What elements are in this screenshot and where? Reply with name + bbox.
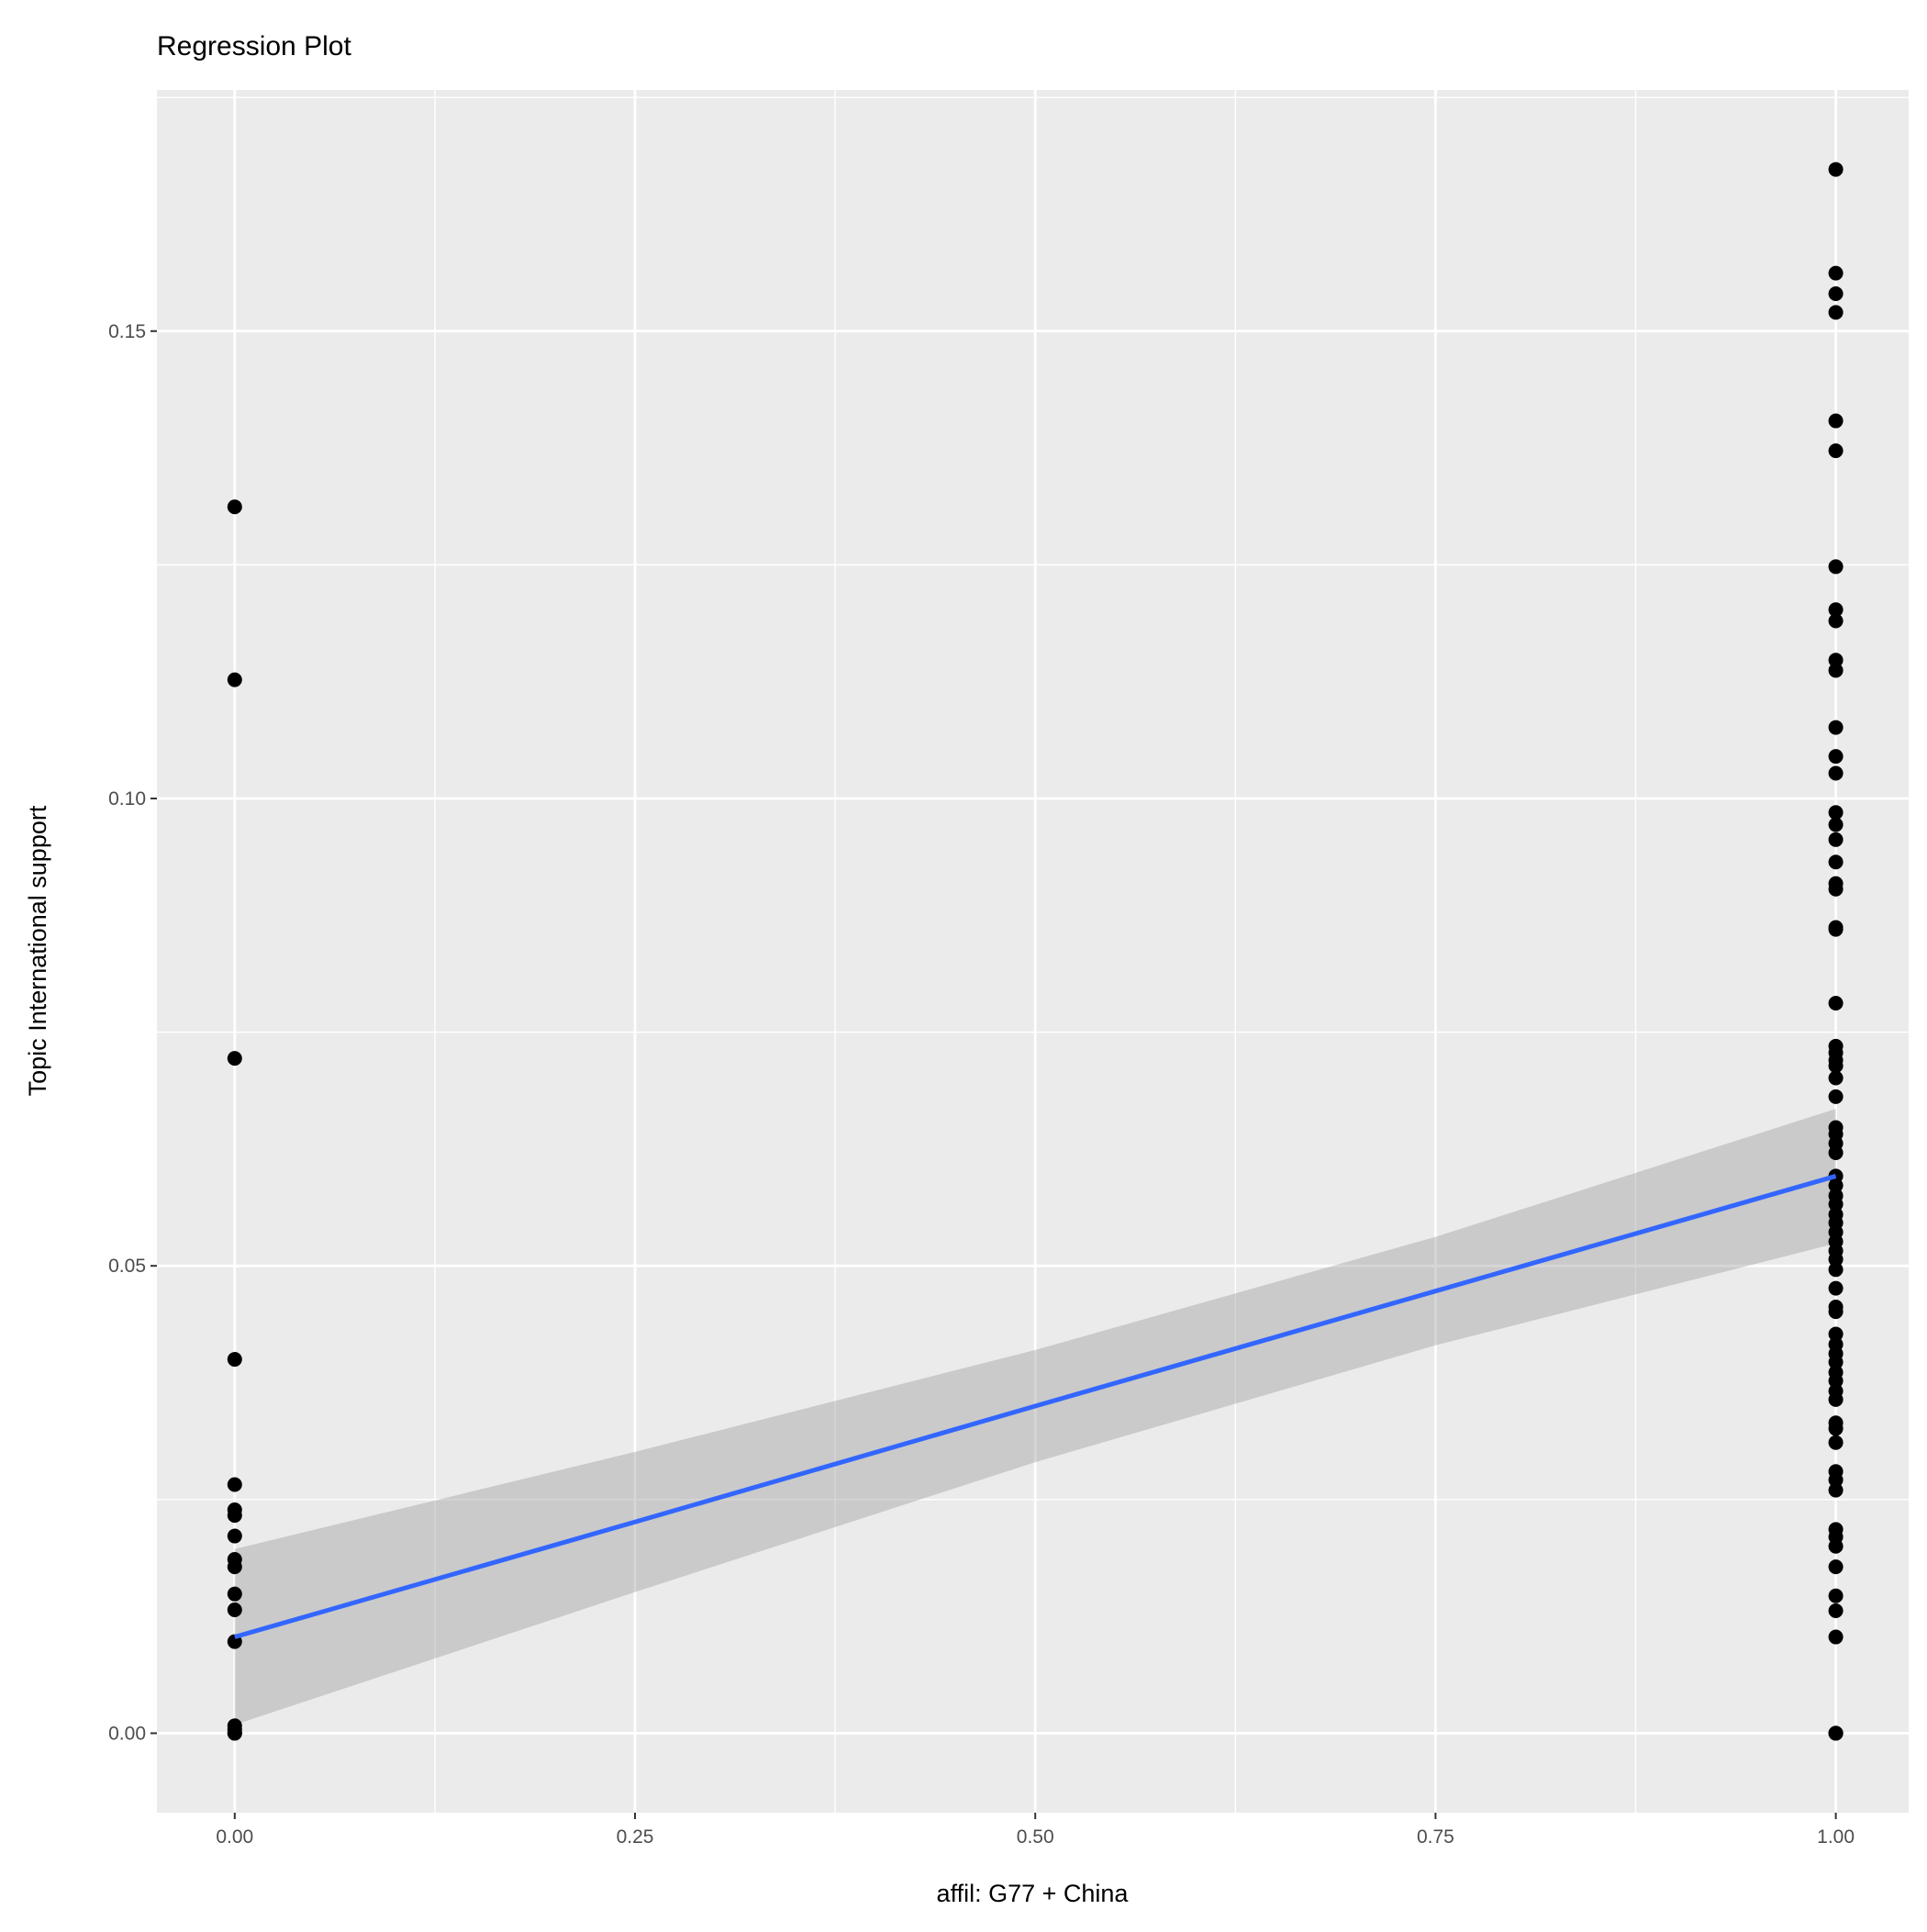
data-point	[1828, 1326, 1843, 1342]
data-point	[1828, 1178, 1843, 1193]
data-point	[1828, 881, 1843, 897]
y-axis-title: Topic International support	[24, 805, 51, 1096]
data-point	[1828, 749, 1843, 765]
data-point	[227, 1602, 242, 1617]
x-axis-title: affil: G77 + China	[937, 1880, 1130, 1907]
grid-lines	[157, 90, 1909, 1813]
data-point	[227, 499, 242, 515]
chart-title: Regression Plot	[157, 31, 351, 61]
data-point	[1828, 1559, 1843, 1575]
data-point	[1828, 1355, 1843, 1370]
data-point	[1828, 602, 1843, 618]
data-point	[1828, 1472, 1843, 1488]
data-point	[227, 1725, 242, 1741]
data-point	[227, 672, 242, 687]
y-tick-label: 0.15	[108, 321, 146, 342]
data-point	[1828, 1280, 1843, 1296]
data-point	[1828, 1538, 1843, 1554]
data-point	[1828, 1262, 1843, 1278]
x-tick-label: 0.50	[1017, 1826, 1054, 1848]
data-point	[1828, 162, 1843, 177]
data-point	[1828, 1629, 1843, 1645]
axes: 0.00 0.25 0.50 0.75 1.00 0.00 0.05 0.10 0.15	[108, 321, 1855, 1848]
data-point	[1828, 1603, 1843, 1619]
data-point	[1828, 559, 1843, 575]
data-point	[1828, 1070, 1843, 1086]
regression-line-group	[234, 1174, 1837, 1639]
data-point	[1828, 1058, 1843, 1074]
data-point	[1828, 1196, 1843, 1212]
data-point	[1828, 663, 1843, 678]
regression-line	[234, 1174, 1837, 1639]
confidence-ribbon-group	[234, 1109, 1836, 1725]
data-point	[1828, 1391, 1843, 1407]
x-tick-label: 0.75	[1417, 1826, 1454, 1848]
data-point	[1828, 1304, 1843, 1320]
x-tick-label: 0.25	[617, 1826, 654, 1848]
data-point	[227, 1559, 242, 1575]
data-point	[1828, 1435, 1843, 1450]
data-point	[1828, 921, 1843, 937]
data-point	[1828, 413, 1843, 429]
data-point	[1828, 854, 1843, 870]
data-point	[1828, 1421, 1843, 1436]
data-point	[1828, 1725, 1843, 1741]
data-point	[1828, 443, 1843, 459]
data-point	[1828, 1089, 1843, 1104]
data-point	[1828, 613, 1843, 629]
data-point	[1828, 817, 1843, 832]
x-tick-label: 0.00	[216, 1826, 253, 1848]
data-point	[227, 1586, 242, 1602]
data-point	[1828, 1482, 1843, 1498]
points-group	[227, 162, 1843, 1741]
confidence-ribbon	[234, 1109, 1836, 1725]
y-tick-label: 0.10	[108, 788, 146, 810]
data-point	[227, 1352, 242, 1368]
data-point	[227, 1508, 242, 1524]
plot-panel	[157, 90, 1909, 1813]
data-point	[1828, 996, 1843, 1011]
data-point	[1828, 305, 1843, 320]
data-point	[1828, 805, 1843, 821]
data-point	[1828, 1373, 1843, 1389]
y-tick-label: 0.00	[108, 1723, 146, 1744]
data-point	[1828, 765, 1843, 781]
y-tick-label: 0.05	[108, 1256, 146, 1277]
data-point	[1828, 1588, 1843, 1603]
data-point	[1828, 286, 1843, 302]
data-point	[1828, 720, 1843, 735]
data-point	[1828, 832, 1843, 847]
data-point	[227, 1051, 242, 1067]
x-tick-label: 1.00	[1817, 1826, 1855, 1848]
data-point	[1828, 1145, 1843, 1160]
data-point	[227, 1477, 242, 1492]
data-point	[227, 1528, 242, 1544]
data-point	[1828, 265, 1843, 281]
data-point	[1828, 653, 1843, 668]
data-point	[1828, 1252, 1843, 1268]
